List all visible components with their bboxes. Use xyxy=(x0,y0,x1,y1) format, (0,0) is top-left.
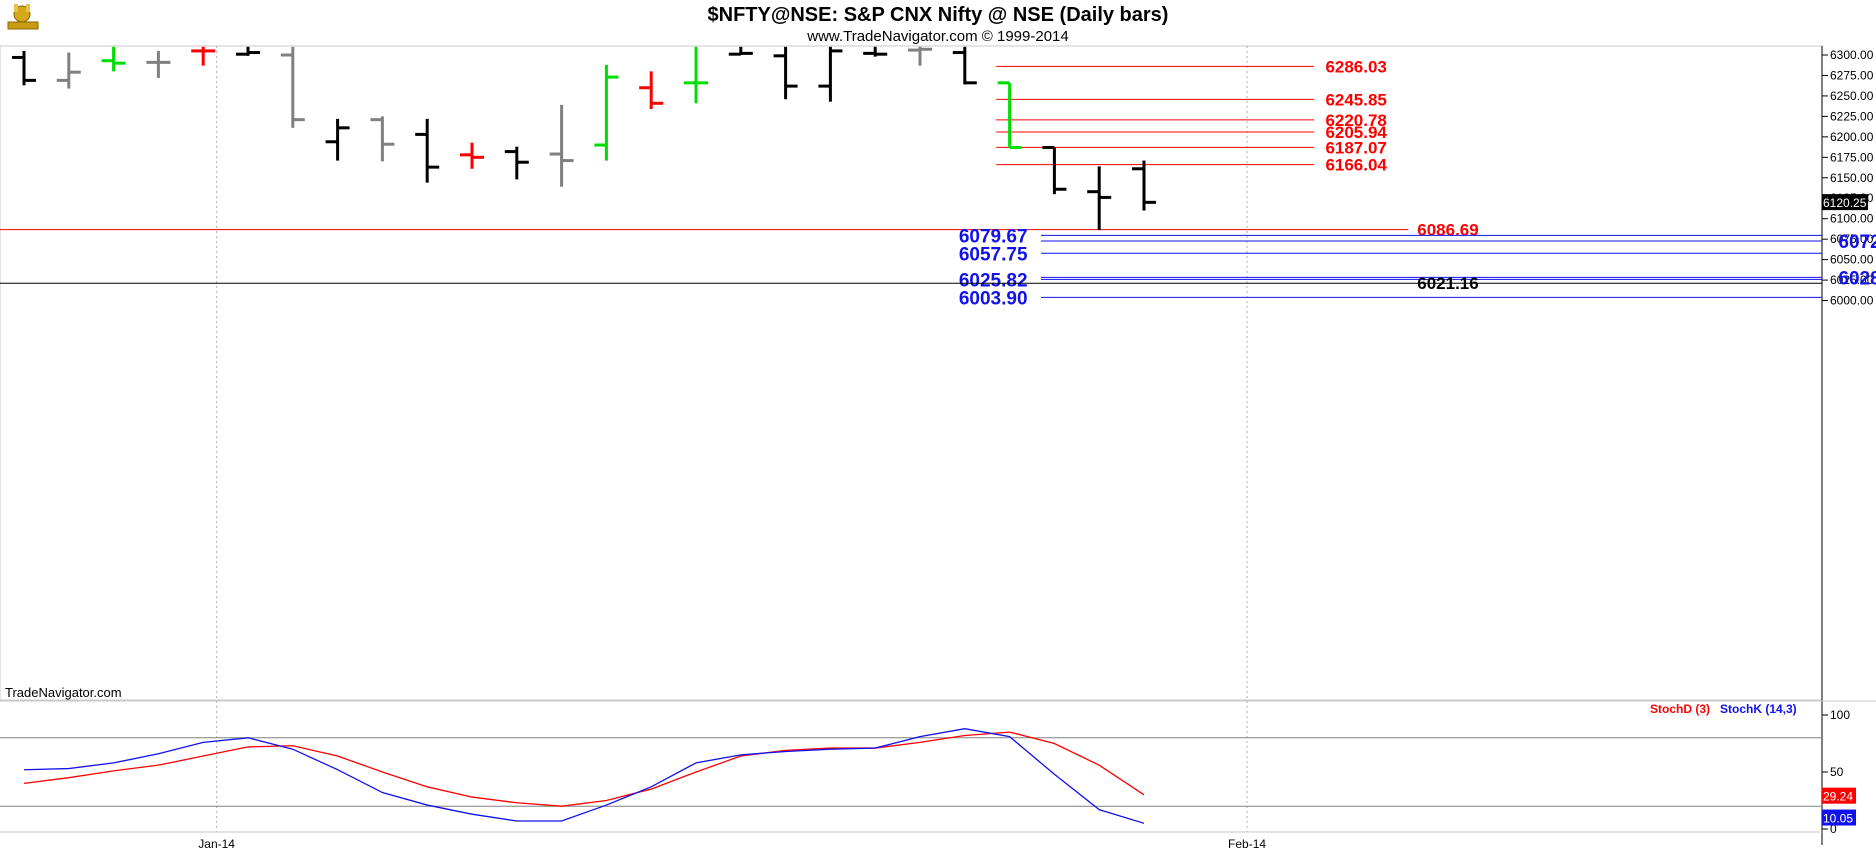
price-bar xyxy=(325,118,350,161)
price-bar xyxy=(415,118,440,183)
level-label: 6028.30 xyxy=(1838,268,1876,289)
level-label: 6003.90 xyxy=(959,288,1028,309)
price-bar xyxy=(908,46,932,66)
price-tick-label: 6025.00 xyxy=(1830,273,1874,287)
price-bar xyxy=(146,50,171,78)
price-tick-label: 6000.00 xyxy=(1830,294,1874,308)
level-label: 6286.03 xyxy=(1325,57,1386,76)
price-bar xyxy=(773,46,798,100)
date-axis: Jan-14 Feb-14 xyxy=(0,831,1822,851)
price-tick-label: 6075.00 xyxy=(1830,232,1874,246)
level-label: 6166.04 xyxy=(1325,156,1387,175)
date-tick-label: Jan-14 xyxy=(198,837,235,851)
osc-value-label: 29.24 xyxy=(1823,790,1853,804)
chart-subtitle: www.TradeNavigator.com © 1999-2014 xyxy=(806,28,1068,45)
price-bar xyxy=(1132,160,1156,211)
level-label: 6079.67 xyxy=(959,226,1028,247)
price-panel-frame xyxy=(0,45,1823,701)
osc-tick-label: 100 xyxy=(1830,708,1850,722)
logo xyxy=(7,4,39,30)
price-tick-label: 6300.00 xyxy=(1830,48,1874,62)
price-bar xyxy=(280,46,305,128)
level-label: 6025.82 xyxy=(959,270,1028,291)
price-bar xyxy=(684,46,708,104)
legend-stochk: StochK (14,3) xyxy=(1720,702,1797,716)
level-label: 6057.75 xyxy=(959,244,1028,265)
level-label: 6245.85 xyxy=(1325,90,1386,109)
price-bar xyxy=(101,46,126,72)
price-bar xyxy=(997,81,1022,149)
price-bar xyxy=(728,46,753,56)
osc-tick-label: 50 xyxy=(1830,765,1844,779)
level-label: 6086.69 xyxy=(1417,221,1478,240)
level-label: 6072.70 xyxy=(1838,232,1876,253)
osc-value-box xyxy=(1822,787,1856,804)
price-bar xyxy=(639,71,664,110)
price-bar xyxy=(191,46,216,66)
level-label: 6205.94 xyxy=(1325,123,1387,142)
last-price-box xyxy=(1822,194,1868,211)
last-price-tag: 6120.25 xyxy=(1822,194,1868,211)
price-bar xyxy=(236,46,260,56)
price-bar xyxy=(952,46,977,85)
price-tick-label: 6150.00 xyxy=(1830,171,1874,185)
stochd-line xyxy=(23,731,1145,807)
stochastic-value-tags: 29.24 10.05 xyxy=(1822,787,1856,826)
fibonacci-levels: 6286.03 6245.85 6220.786205.946187.076166.… xyxy=(0,57,1876,309)
last-price-label: 6120.25 xyxy=(1823,196,1867,210)
price-bar xyxy=(549,104,574,187)
date-tick-label: Feb-14 xyxy=(1228,837,1266,851)
price-bar xyxy=(818,46,843,102)
stochastic-grid xyxy=(0,737,1822,807)
price-tick-label: 6175.00 xyxy=(1830,150,1874,164)
stochastic-lines xyxy=(23,728,1145,824)
level-label: 6187.07 xyxy=(1325,138,1386,157)
price-tick-label: 6225.00 xyxy=(1830,109,1874,123)
price-tick-label: 6050.00 xyxy=(1830,253,1874,267)
ohlc-bars xyxy=(12,46,1156,231)
level-label: 6220.78 xyxy=(1325,111,1386,130)
osc-value-label: 10.05 xyxy=(1823,812,1853,826)
price-bar xyxy=(594,64,619,161)
price-bar xyxy=(12,50,36,86)
osc-tick-label: 0 xyxy=(1830,822,1837,836)
price-tick-label: 6275.00 xyxy=(1830,68,1874,82)
price-tick-label: 6100.00 xyxy=(1830,212,1874,226)
osc-value-box xyxy=(1822,809,1856,826)
price-bar xyxy=(56,52,81,89)
price-bar xyxy=(1087,166,1112,231)
price-bar xyxy=(504,146,529,180)
price-tick-label: 6200.00 xyxy=(1830,130,1874,144)
chart-title: $NFTY@NSE: S&P CNX Nifty @ NSE (Daily ba… xyxy=(708,4,1169,26)
stochk-line xyxy=(23,728,1145,824)
price-panel: 6300.00 6275.00 6250.00 6225.00 6200.00 6175.… xyxy=(0,45,1876,845)
price-axis: 6300.00 6275.00 6250.00 6225.00 6200.00 6175.… xyxy=(1821,46,1874,845)
level-label: 6021.16 xyxy=(1417,274,1478,293)
price-grid xyxy=(216,46,1248,832)
stochastic-panel: 100 50 0 StochD (3) StochK (14,3) 29.24 10.0… xyxy=(0,700,1876,836)
price-bar xyxy=(863,46,888,57)
price-bar xyxy=(370,116,395,162)
price-bar xyxy=(1042,145,1067,195)
watermark: TradeNavigator.com xyxy=(5,685,122,700)
legend-stochd: StochD (3) xyxy=(1650,702,1710,716)
price-bar xyxy=(460,142,484,169)
price-tick-label: 6250.00 xyxy=(1830,89,1874,103)
stochastic-legend: StochD (3) StochK (14,3) xyxy=(1650,702,1797,716)
stochastic-axis: 100 50 0 xyxy=(1822,708,1850,836)
